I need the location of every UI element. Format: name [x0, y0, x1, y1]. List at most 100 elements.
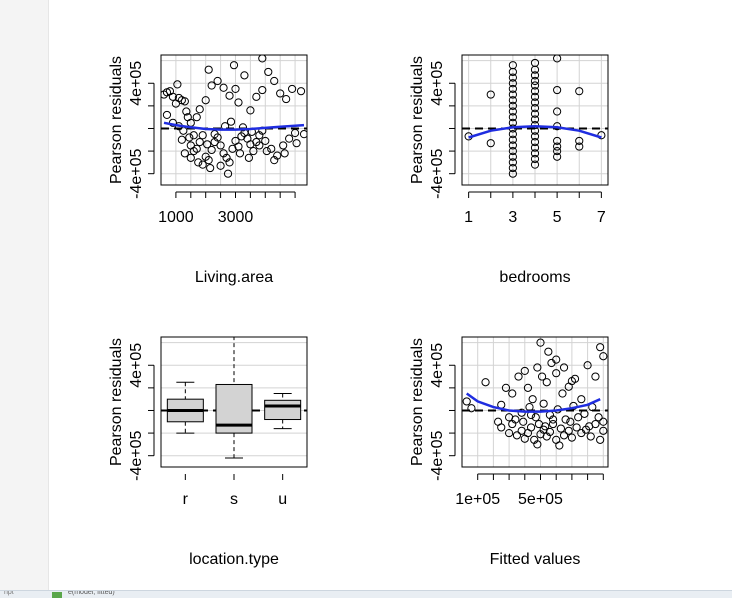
data-point	[225, 158, 234, 167]
data-point	[530, 160, 540, 169]
data-point	[585, 422, 594, 431]
y-tick-label: 4e+05	[128, 61, 145, 106]
data-point	[177, 135, 186, 144]
x-tick-label: 1000	[158, 209, 194, 226]
data-point	[552, 369, 561, 378]
data-point	[192, 113, 201, 122]
data-point	[261, 136, 270, 146]
data-point	[558, 389, 567, 398]
data-point	[508, 96, 517, 105]
data-point	[462, 397, 471, 406]
data-point	[270, 156, 279, 165]
data-point	[201, 96, 210, 105]
x-tick-label: 1	[464, 209, 473, 226]
x-axis-label: bedrooms	[499, 269, 570, 286]
data-point	[186, 153, 195, 162]
data-point	[238, 123, 248, 132]
data-point	[481, 378, 490, 387]
data-point	[229, 61, 239, 70]
points-bedrooms	[462, 55, 608, 178]
data-point	[530, 154, 540, 164]
points-living-area	[161, 55, 307, 178]
box-r	[166, 381, 204, 434]
data-point	[285, 134, 294, 143]
data-point	[280, 149, 289, 158]
data-point	[194, 158, 203, 167]
data-point	[553, 55, 562, 63]
data-point	[508, 152, 517, 161]
data-point	[168, 92, 178, 101]
data-point	[210, 137, 219, 147]
data-point	[508, 146, 517, 156]
smoother-curve	[468, 124, 602, 139]
data-point	[504, 428, 514, 438]
data-point	[530, 76, 540, 86]
data-point	[520, 366, 529, 376]
y-tick-label: 4e+05	[429, 61, 446, 106]
data-point	[548, 419, 558, 429]
y-tick-label: -4e+05	[429, 148, 446, 198]
data-point	[574, 413, 583, 422]
x-tick-label: 1e+05	[455, 491, 500, 508]
data-point	[533, 363, 542, 372]
left-gutter	[0, 0, 49, 590]
x-tick-label: s	[230, 491, 238, 508]
data-point	[228, 144, 237, 153]
data-point	[594, 413, 603, 422]
data-point	[512, 431, 522, 440]
data-point	[195, 137, 204, 147]
data-point	[519, 417, 528, 426]
data-point	[222, 153, 231, 162]
data-point	[204, 156, 213, 165]
plot-area: -4e+05 4e+05 Pearson residuals Living.area 1…	[49, 0, 732, 590]
data-point	[530, 132, 540, 141]
data-point	[282, 94, 291, 104]
data-point	[467, 404, 476, 413]
data-point	[226, 117, 236, 126]
data-point	[508, 101, 517, 110]
data-point	[231, 84, 240, 94]
data-point	[530, 81, 540, 90]
points-fitted-values	[462, 338, 608, 450]
data-point	[575, 142, 584, 151]
data-point	[596, 435, 605, 444]
data-point	[561, 415, 570, 424]
y-axis-label: Pearson residuals	[409, 56, 426, 184]
y-axis-label: Pearson residuals	[409, 338, 426, 466]
plot-frame	[461, 54, 609, 186]
data-point	[541, 422, 550, 431]
data-point	[240, 71, 249, 80]
function-icon	[52, 592, 62, 598]
data-point	[508, 84, 517, 94]
data-point	[258, 85, 267, 95]
x-tick-label: r	[183, 491, 189, 508]
data-point	[267, 144, 276, 153]
data-point	[292, 139, 301, 148]
data-point	[276, 89, 285, 98]
status-left-text: ript	[4, 590, 14, 596]
data-point	[567, 376, 576, 386]
data-point	[508, 107, 517, 116]
data-point	[162, 110, 172, 120]
data-point	[299, 130, 307, 139]
data-point	[508, 113, 517, 122]
data-point	[544, 347, 553, 356]
data-point	[504, 413, 514, 422]
data-point	[255, 131, 264, 140]
data-point	[219, 83, 228, 92]
data-point	[501, 383, 511, 392]
plot-frame	[160, 54, 308, 186]
data-point	[567, 433, 576, 442]
data-point	[559, 363, 569, 372]
status-text: e(model, fitted)	[68, 590, 115, 596]
data-point	[599, 417, 608, 426]
data-point	[536, 338, 545, 347]
data-point	[508, 389, 517, 398]
data-point	[270, 76, 279, 86]
data-point	[530, 115, 540, 124]
data-point	[530, 71, 540, 80]
data-point	[508, 135, 517, 144]
data-point	[182, 107, 191, 116]
y-axis-label: Pearson residuals	[108, 56, 125, 184]
